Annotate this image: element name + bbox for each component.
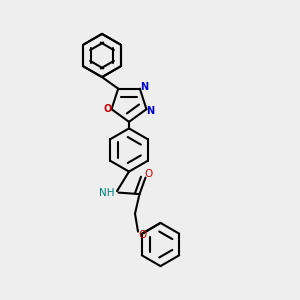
- Text: O: O: [138, 230, 147, 240]
- Text: O: O: [104, 103, 112, 114]
- Text: O: O: [144, 169, 153, 179]
- Text: N: N: [140, 82, 148, 92]
- Text: NH: NH: [98, 188, 114, 198]
- Text: N: N: [146, 106, 154, 116]
